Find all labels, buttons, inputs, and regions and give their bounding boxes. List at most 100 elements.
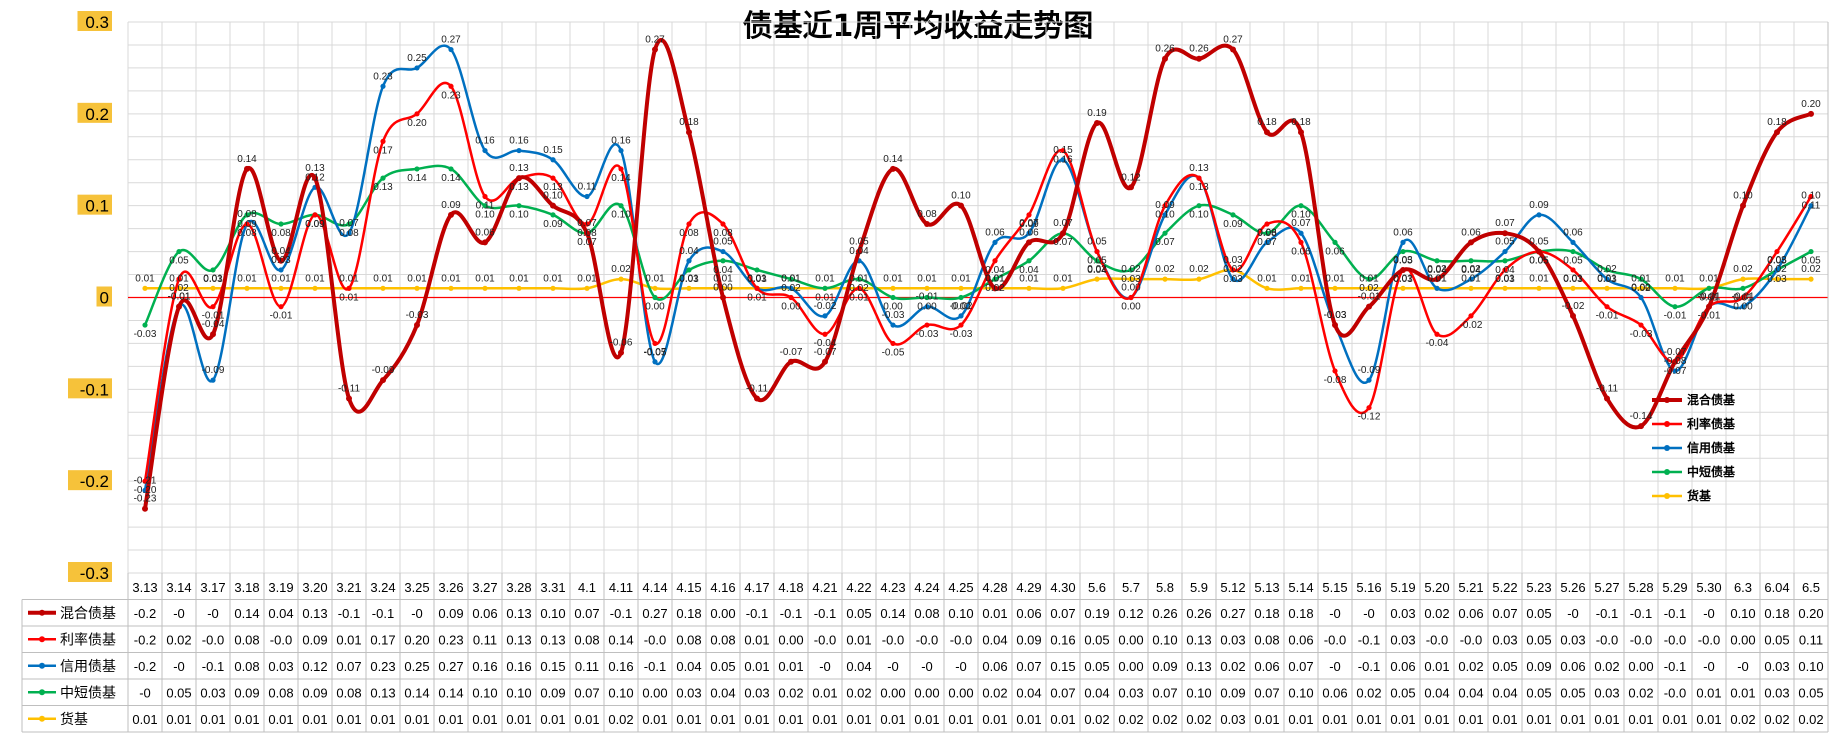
table-cell: 0.01 bbox=[234, 712, 259, 727]
table-row-header: 信用债基 bbox=[60, 658, 116, 675]
data-label: -0.01 bbox=[1698, 292, 1721, 303]
data-label: 0.08 bbox=[679, 228, 699, 239]
table-cell: 0.05 bbox=[1526, 685, 1551, 700]
table-cell: -0.1 bbox=[610, 606, 632, 621]
data-label: 0.02 bbox=[1223, 264, 1243, 275]
x-tick-label: 4.1 bbox=[578, 580, 596, 595]
table-cell: -0.0 bbox=[882, 632, 904, 647]
table-cell: 0.10 bbox=[1798, 659, 1823, 674]
data-point bbox=[720, 248, 726, 255]
data-point bbox=[1570, 239, 1576, 245]
data-point bbox=[1162, 55, 1168, 62]
data-point bbox=[1774, 267, 1780, 273]
data-label: 0.01 bbox=[1597, 273, 1617, 284]
data-point bbox=[346, 221, 352, 227]
data-point bbox=[244, 165, 250, 172]
data-label: 0.02 bbox=[781, 283, 801, 294]
data-point bbox=[1128, 294, 1134, 301]
data-label: 0.02 bbox=[1597, 264, 1617, 275]
data-label: 0.01 bbox=[1291, 273, 1311, 284]
data-label: -0.09 bbox=[372, 365, 395, 376]
data-label: 0.01 bbox=[237, 273, 257, 284]
data-label: -0.04 bbox=[202, 319, 225, 330]
data-point bbox=[550, 202, 556, 209]
data-point bbox=[1672, 358, 1678, 365]
data-label: 0.01 bbox=[747, 273, 767, 284]
data-label: -0.02 bbox=[1562, 301, 1585, 312]
data-label: -0.14 bbox=[1630, 411, 1653, 422]
data-label: 0.05 bbox=[1087, 237, 1107, 248]
x-tick-label: 5.16 bbox=[1356, 580, 1381, 595]
table-cell: 0.01 bbox=[268, 712, 293, 727]
table-cell: 0.14 bbox=[438, 685, 463, 700]
data-label: 0.14 bbox=[407, 173, 427, 184]
table-cell: 0.08 bbox=[268, 685, 293, 700]
data-point bbox=[516, 203, 522, 209]
table-cell: 0.13 bbox=[302, 606, 327, 621]
data-label: 0.02 bbox=[1767, 264, 1787, 275]
table-cell: 0.05 bbox=[1084, 632, 1109, 647]
data-point bbox=[550, 175, 556, 181]
table-cell: 0.15 bbox=[1050, 659, 1075, 674]
data-label: 0.14 bbox=[441, 173, 461, 184]
data-label: 0.03 bbox=[1767, 274, 1787, 285]
table-cell: 0.03 bbox=[1764, 659, 1789, 674]
series-line-1 bbox=[143, 81, 1813, 482]
data-point bbox=[380, 175, 386, 181]
table-cell: -0 bbox=[887, 659, 899, 674]
table-cell: 0.09 bbox=[302, 685, 327, 700]
table-cell: 0.00 bbox=[880, 685, 905, 700]
data-label: -0.11 bbox=[338, 384, 360, 395]
data-label: -0.07 bbox=[814, 347, 837, 358]
data-point bbox=[1162, 230, 1168, 236]
data-point bbox=[312, 175, 318, 182]
data-point bbox=[1774, 248, 1780, 255]
data-point bbox=[1570, 312, 1576, 319]
table-cell: 0.09 bbox=[540, 685, 565, 700]
data-label: -0.23 bbox=[134, 494, 157, 505]
data-point bbox=[414, 166, 420, 172]
x-tick-label: 5.14 bbox=[1288, 580, 1313, 595]
data-label: -0.11 bbox=[1596, 384, 1618, 395]
data-label: 0.02 bbox=[1087, 264, 1107, 275]
x-tick-label: 4.29 bbox=[1016, 580, 1041, 595]
data-point bbox=[1162, 212, 1168, 218]
data-label: -0.04 bbox=[814, 338, 837, 349]
table-cell: -0.0 bbox=[1426, 632, 1448, 647]
data-label: 0.01 bbox=[1427, 273, 1447, 284]
data-label: 0.01 bbox=[1053, 273, 1073, 284]
data-point bbox=[686, 267, 692, 273]
data-point bbox=[1774, 129, 1780, 136]
table-cell: 0.16 bbox=[506, 659, 531, 674]
data-label: 0.04 bbox=[1019, 265, 1039, 276]
table-cell: -0.1 bbox=[202, 659, 224, 674]
table-cell: 0.01 bbox=[710, 712, 735, 727]
table-row-marker bbox=[39, 609, 45, 616]
table-cell: 0.02 bbox=[166, 632, 191, 647]
table-cell: 0.25 bbox=[404, 659, 429, 674]
table-cell: 0.00 bbox=[778, 632, 803, 647]
table-cell: 0.05 bbox=[1526, 632, 1551, 647]
data-label: 0.02 bbox=[1427, 264, 1447, 275]
data-label: 0.10 bbox=[611, 210, 631, 221]
table-cell: 0.01 bbox=[1424, 712, 1449, 727]
table-cell: 0.13 bbox=[506, 632, 531, 647]
y-tick-highlight bbox=[77, 194, 112, 215]
data-point bbox=[924, 221, 930, 228]
x-tick-label: 4.15 bbox=[676, 580, 701, 595]
data-label: -0.08 bbox=[1324, 375, 1347, 386]
data-label: -0.01 bbox=[1664, 311, 1687, 322]
data-point bbox=[448, 46, 454, 53]
x-tick-label: 4.25 bbox=[948, 580, 973, 595]
data-label: 0.00 bbox=[1733, 302, 1753, 313]
data-label: 0.05 bbox=[1087, 256, 1107, 267]
table-cell: 0.01 bbox=[166, 712, 191, 727]
table-cell: 0.01 bbox=[642, 712, 667, 727]
table-cell: 0.04 bbox=[1084, 685, 1109, 700]
table-cell: 0.01 bbox=[336, 712, 361, 727]
table-cell: 0.10 bbox=[472, 685, 497, 700]
data-point bbox=[1298, 129, 1304, 136]
data-label: 0.13 bbox=[305, 163, 325, 174]
x-tick-label: 3.26 bbox=[438, 580, 463, 595]
